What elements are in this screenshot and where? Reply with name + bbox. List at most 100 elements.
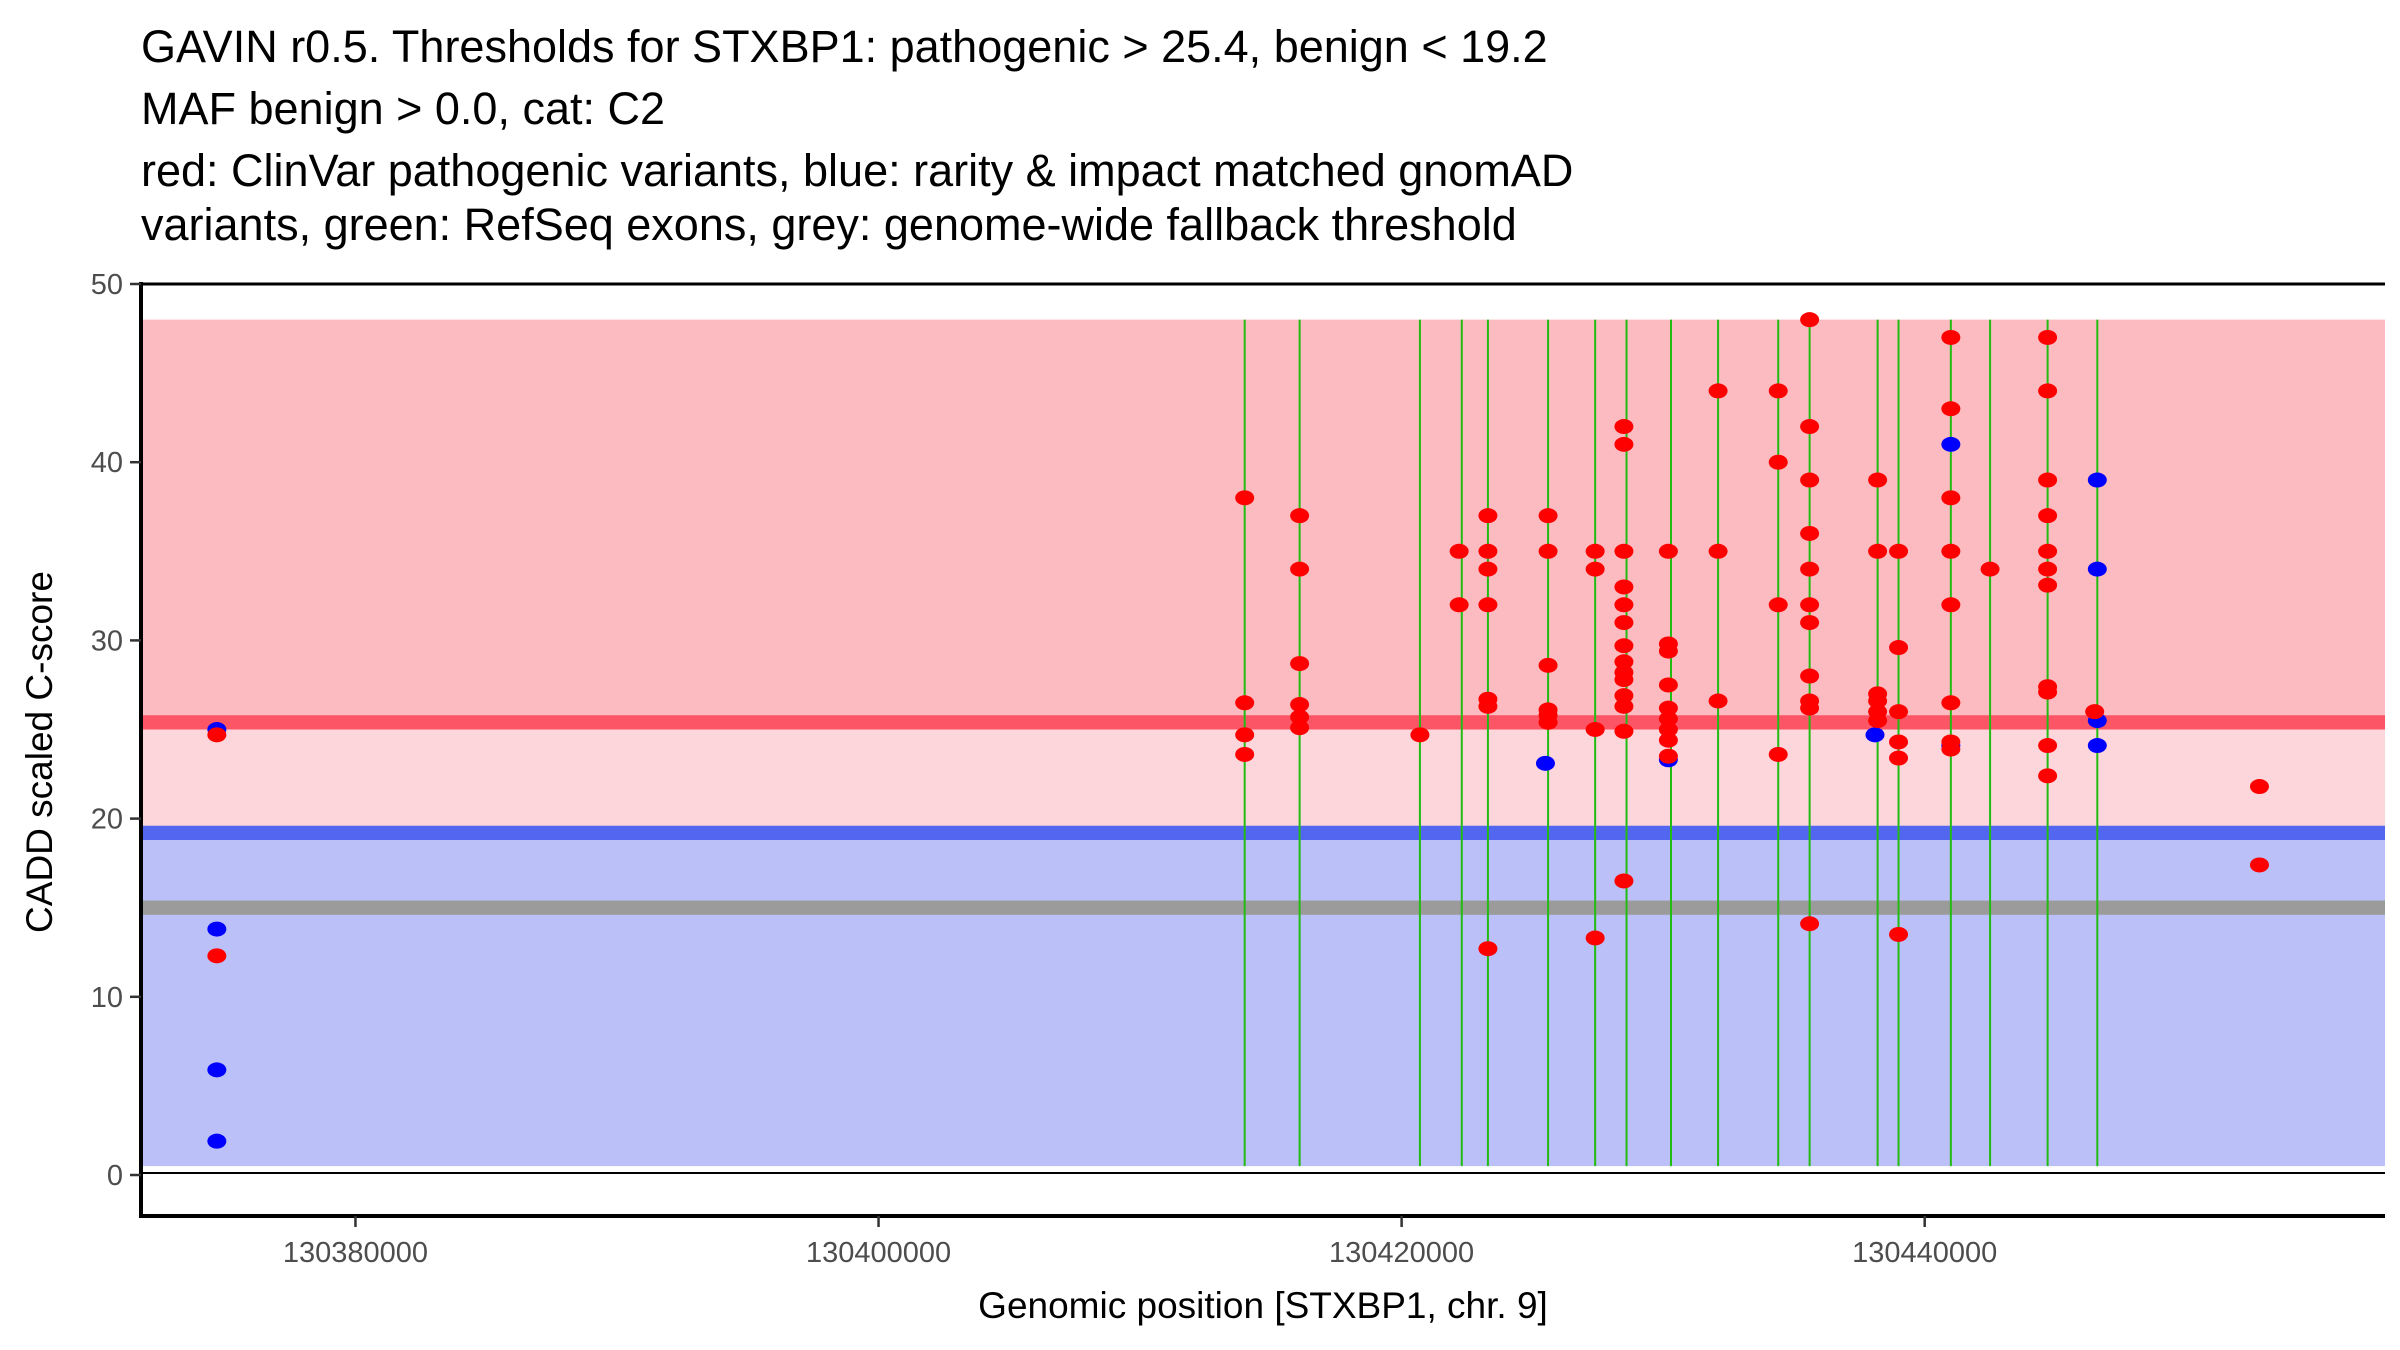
y-tick-label: 50 [91, 269, 123, 301]
clinvar-variant-point [1980, 561, 2000, 577]
gnomad-variant-point [1941, 436, 1961, 452]
clinvar-variant-point [1658, 643, 1678, 659]
gnomad-variant-point [1865, 727, 1885, 743]
clinvar-variant-point [2038, 472, 2058, 488]
clinvar-variant-point [1708, 543, 1728, 559]
clinvar-variant-point [1768, 746, 1788, 762]
y-axis-title: CADD scaled C-score [19, 571, 60, 933]
clinvar-variant-point [1889, 750, 1909, 766]
clinvar-variant-point [1889, 926, 1909, 942]
title-line-2: MAF benign > 0.0, cat: C2 [141, 83, 665, 134]
clinvar-variant-point [1478, 561, 1498, 577]
clinvar-variant-point [1868, 713, 1888, 729]
clinvar-variant-point [1941, 401, 1961, 417]
clinvar-variant-point [1614, 638, 1634, 654]
clinvar-variant-point [1614, 579, 1634, 595]
clinvar-variant-point [1658, 748, 1678, 764]
clinvar-variant-point [1708, 383, 1728, 399]
clinvar-variant-point [1614, 543, 1634, 559]
clinvar-variant-point [1800, 597, 1820, 613]
clinvar-variant-point [1614, 615, 1634, 631]
clinvar-variant-point [1658, 543, 1678, 559]
clinvar-variant-point [1235, 695, 1255, 711]
clinvar-variant-point [1478, 698, 1498, 714]
clinvar-variant-point [2249, 779, 2269, 795]
clinvar-variant-point [1410, 727, 1430, 743]
clinvar-variant-point [1800, 525, 1820, 541]
x-axis-title: Genomic position [STXBP1, chr. 9] [978, 1285, 1548, 1326]
clinvar-variant-point [1614, 436, 1634, 452]
clinvar-variant-point [2038, 684, 2058, 700]
clinvar-variant-point [1658, 677, 1678, 693]
clinvar-variant-point [1290, 561, 1310, 577]
clinvar-variant-point [2038, 768, 2058, 784]
clinvar-variant-point [1585, 561, 1605, 577]
y-tick-label: 10 [91, 982, 123, 1014]
pathogenic-threshold-line [143, 715, 2385, 730]
axes [139, 282, 2385, 1218]
clinvar-variant-point [1614, 419, 1634, 435]
clinvar-variant-point [1800, 668, 1820, 684]
clinvar-variant-point [207, 727, 227, 743]
clinvar-variant-point [1941, 329, 1961, 345]
clinvar-variant-point [1478, 508, 1498, 524]
gnomad-variant-point [207, 921, 227, 937]
clinvar-variant-point [1768, 597, 1788, 613]
x-tick-label: 130440000 [1852, 1237, 1997, 1269]
clinvar-variant-point [1800, 561, 1820, 577]
y-axis-ticks: 0 10 20 30 40 50 [91, 269, 141, 1192]
clinvar-variant-point [1800, 312, 1820, 328]
clinvar-variant-point [1235, 727, 1255, 743]
clinvar-variant-point [1800, 916, 1820, 932]
clinvar-variant-point [1478, 597, 1498, 613]
clinvar-variant-point [1538, 714, 1558, 730]
clinvar-variant-point [1768, 383, 1788, 399]
variant-points [207, 312, 2269, 1149]
clinvar-variant-point [1941, 741, 1961, 757]
clinvar-variant-point [1585, 722, 1605, 738]
clinvar-variant-point [2085, 704, 2105, 720]
clinvar-variant-point [1585, 543, 1605, 559]
gnomad-variant-point [2087, 738, 2107, 754]
clinvar-variant-point [1614, 688, 1634, 704]
clinvar-variant-point [1614, 597, 1634, 613]
intermediate-region [143, 722, 2385, 833]
gnomad-variant-point [2087, 561, 2107, 577]
x-tick-label: 130380000 [283, 1237, 428, 1269]
x-tick-label: 130420000 [1329, 1237, 1474, 1269]
clinvar-variant-point [1941, 543, 1961, 559]
y-tick-label: 0 [107, 1160, 123, 1192]
clinvar-variant-point [2038, 738, 2058, 754]
clinvar-variant-point [1658, 711, 1678, 727]
clinvar-variant-point [1768, 454, 1788, 470]
pathogenic-region [143, 319, 2385, 723]
clinvar-variant-point [2038, 508, 2058, 524]
clinvar-variant-point [1585, 930, 1605, 946]
clinvar-variant-point [1614, 698, 1634, 714]
clinvar-variant-point [1889, 640, 1909, 656]
clinvar-variant-point [1800, 700, 1820, 716]
clinvar-variant-point [1868, 693, 1888, 709]
threshold-bands [143, 319, 2385, 1167]
clinvar-variant-point [1290, 720, 1310, 736]
clinvar-variant-point [1449, 543, 1469, 559]
y-tick-label: 40 [91, 447, 123, 479]
clinvar-variant-point [1290, 508, 1310, 524]
gnomad-variant-point [207, 1062, 227, 1078]
clinvar-variant-point [1478, 941, 1498, 957]
clinvar-variant-point [1889, 734, 1909, 750]
clinvar-variant-point [2038, 329, 2058, 345]
chart-title: GAVIN r0.5. Thresholds for STXBP1: patho… [141, 21, 1573, 250]
clinvar-variant-point [1941, 695, 1961, 711]
clinvar-variant-point [1614, 672, 1634, 688]
clinvar-variant-point [1658, 722, 1678, 738]
benign-threshold-line [143, 825, 2385, 840]
clinvar-variant-point [1290, 709, 1310, 725]
clinvar-variant-point [1800, 472, 1820, 488]
clinvar-variant-point [2038, 383, 2058, 399]
clinvar-variant-point [1658, 732, 1678, 748]
x-tick-label: 130400000 [806, 1237, 951, 1269]
title-line-4: variants, green: RefSeq exons, grey: gen… [141, 199, 1517, 250]
clinvar-variant-point [1449, 597, 1469, 613]
